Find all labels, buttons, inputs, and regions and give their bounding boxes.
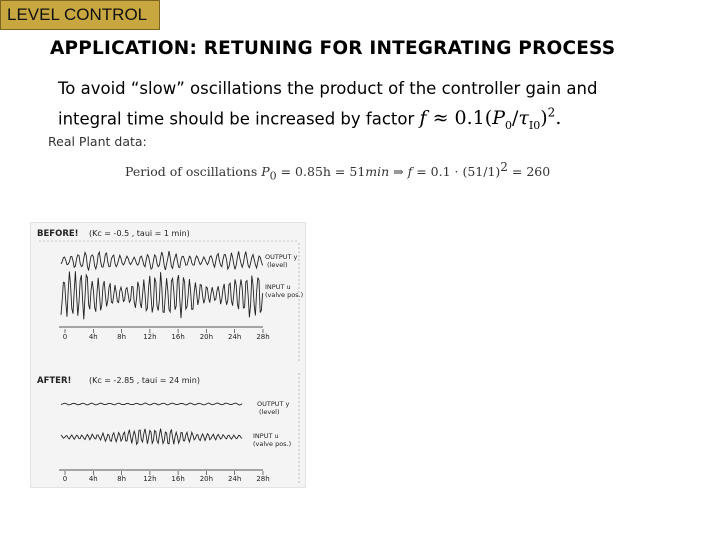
after-input-trace	[60, 428, 243, 446]
before-input-label: INPUT u	[265, 283, 291, 291]
scanned-trend-plots: BEFORE! (Kc = -0.5 , taui = 1 min) OUTPU…	[30, 222, 306, 488]
tick-label: 16h	[171, 475, 184, 483]
after-params: (Kc = -2.85 , taui = 24 min)	[89, 376, 200, 385]
before-heading: BEFORE!	[37, 229, 79, 239]
tick-label: 20h	[200, 333, 213, 341]
tick-label: 4h	[89, 475, 98, 483]
tick-label: 0	[63, 333, 67, 341]
retune-factor-formula: f ≈ 0.1(P0/τI0)2.	[419, 106, 562, 133]
before-input-trace	[60, 271, 264, 320]
after-output-trace	[60, 402, 243, 406]
intro-line-2: integral time should be increased by fac…	[58, 101, 708, 138]
before-output-unit: (level)	[267, 261, 288, 269]
after-input-label: INPUT u	[253, 432, 279, 440]
section-tag: LEVEL CONTROL	[0, 0, 160, 30]
tick-label: 12h	[143, 333, 156, 341]
tick-label: 16h	[171, 333, 184, 341]
intro-line-1: To avoid “slow” oscillations the product…	[58, 79, 598, 98]
tick-label: 28h	[256, 333, 269, 341]
tick-label: 24h	[228, 333, 241, 341]
after-heading: AFTER!	[37, 376, 71, 386]
tick-label: 24h	[228, 475, 241, 483]
after-tick-labels: 0 4h 8h 12h 16h 20h 24h 28h	[63, 471, 270, 483]
tick-label: 0	[63, 475, 67, 483]
after-input-unit: (valve pos.)	[253, 440, 291, 448]
plant-data-label: Real Plant data:	[48, 134, 147, 149]
after-output-unit: (level)	[259, 408, 280, 416]
tick-label: 4h	[89, 333, 98, 341]
after-output-label: OUTPUT y	[257, 400, 290, 408]
tick-label: 8h	[117, 333, 126, 341]
before-output-label: OUTPUT y	[265, 253, 298, 261]
tick-label: 12h	[143, 475, 156, 483]
before-tick-labels: 0 4h 8h 12h 16h 20h 24h 28h	[63, 329, 270, 341]
before-input-unit: (valve pos.)	[265, 291, 303, 299]
oscillation-period-formula: Period of oscillations P0 = 0.85h = 51mi…	[125, 160, 551, 183]
trend-plots-svg: BEFORE! (Kc = -0.5 , taui = 1 min) OUTPU…	[37, 229, 303, 485]
slide-title: APPLICATION: RETUNING FOR INTEGRATING PR…	[50, 38, 616, 59]
before-params: (Kc = -0.5 , taui = 1 min)	[89, 229, 190, 238]
intro-text: To avoid “slow” oscillations the product…	[58, 76, 708, 138]
tick-label: 8h	[117, 475, 126, 483]
intro-line-2-text: integral time should be increased by fac…	[58, 109, 415, 129]
tick-label: 28h	[256, 475, 269, 483]
tick-label: 20h	[200, 475, 213, 483]
before-output-trace	[60, 250, 264, 271]
